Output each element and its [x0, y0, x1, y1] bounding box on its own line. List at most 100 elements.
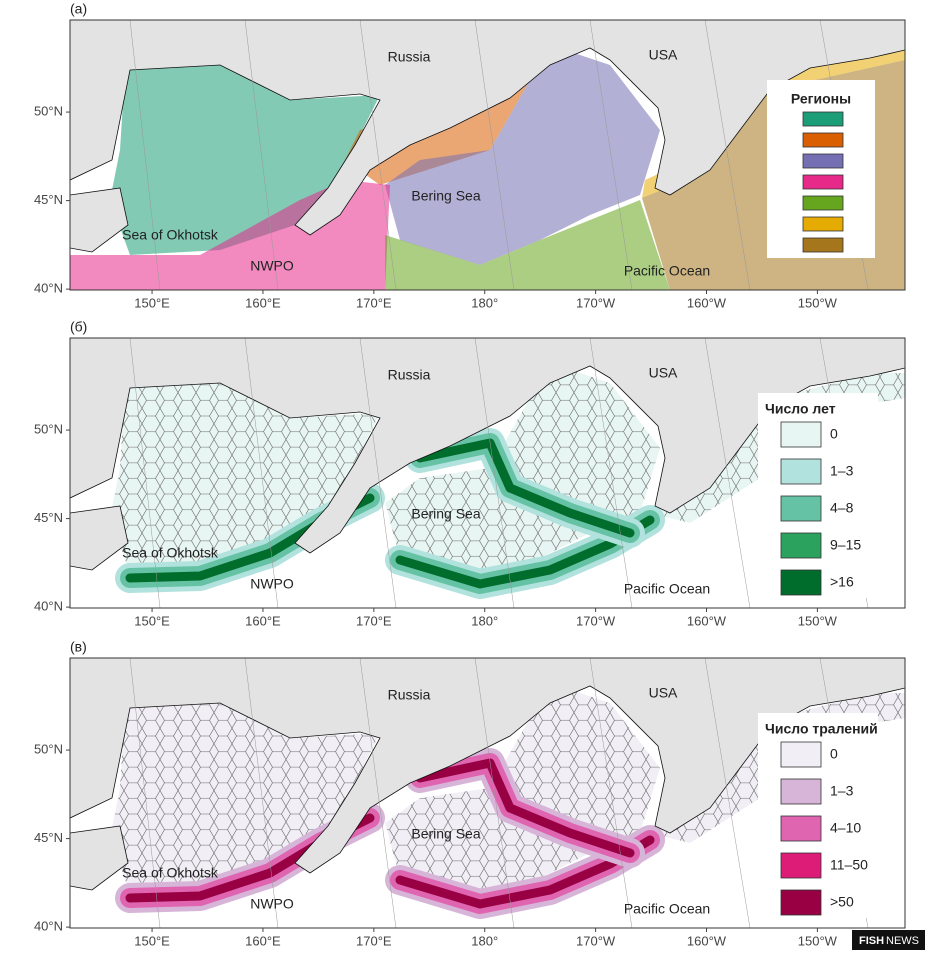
x-tick-label: 150°E — [134, 295, 170, 310]
graticule — [474, 338, 515, 608]
legend-label: >50 — [830, 894, 854, 910]
x-tick-label: 170°W — [576, 295, 616, 310]
y-tick-label: 45°N — [34, 830, 63, 845]
place-label: Pacific Ocean — [624, 901, 710, 917]
region — [385, 45, 660, 265]
watermark-news: NEWS — [886, 935, 919, 947]
legend-swatch — [802, 132, 844, 148]
x-tick-label: 160°W — [687, 613, 727, 628]
y-tick-label: 40°N — [34, 599, 63, 614]
y-tick-label: 50°N — [34, 422, 63, 437]
x-tick-label: 170°E — [356, 613, 392, 628]
legend-label: 1–3 — [830, 783, 854, 799]
legend-swatch — [780, 815, 822, 842]
legend-swatch — [780, 569, 822, 596]
watermark: FISH NEWS — [852, 930, 925, 950]
x-tick-label: 150°W — [798, 295, 838, 310]
hex-band — [415, 758, 635, 858]
legend-title: Число тралений — [765, 721, 878, 737]
graticule — [244, 658, 279, 928]
legend-label: 4–10 — [830, 820, 861, 836]
x-tick-label: 160°E — [245, 933, 281, 948]
legend-label: >16 — [830, 574, 854, 590]
land — [70, 825, 129, 891]
legend-swatch — [780, 741, 822, 768]
graticule — [704, 20, 751, 290]
map-panel: (a) Russia USA Bering Sea Sea of Okhotsk NWPO… — [69, 1, 906, 291]
graticule — [704, 338, 751, 608]
panel-border — [69, 19, 906, 291]
legend: Регионы — [767, 80, 875, 258]
hex-band — [415, 438, 635, 538]
graticule — [704, 658, 751, 928]
place-label: Sea of Okhotsk — [122, 545, 219, 561]
y-tick-label: 45°N — [34, 192, 63, 207]
x-tick-label: 180° — [471, 295, 498, 310]
graticule — [474, 20, 515, 290]
panel-border — [69, 337, 906, 609]
x-tick-label: 170°W — [576, 933, 616, 948]
legend-swatch — [780, 778, 822, 805]
legend-swatch — [802, 174, 844, 190]
place-label: Russia — [388, 687, 431, 703]
place-label: USA — [649, 685, 678, 701]
place-label: Sea of Okhotsk — [122, 865, 219, 881]
y-tick-label: 45°N — [34, 510, 63, 525]
region — [385, 200, 670, 290]
legend-label: 0 — [830, 426, 838, 442]
y-tick-label: 50°N — [34, 742, 63, 757]
panel-label: (a) — [70, 1, 87, 17]
place-label: Sea of Okhotsk — [122, 227, 219, 243]
panel-label: (б) — [70, 319, 87, 335]
legend-swatch — [802, 237, 844, 253]
place-label: NWPO — [250, 576, 294, 592]
place-label: Bering Sea — [411, 506, 480, 522]
legend-title: Регионы — [791, 91, 851, 107]
legend-swatch — [802, 216, 844, 232]
legend-swatch — [780, 495, 822, 522]
legend-swatch — [780, 458, 822, 485]
graticule — [474, 658, 515, 928]
legend: Число тралений 0 1–3 4–10 11–50 >50 — [758, 713, 878, 918]
x-tick-label: 160°E — [245, 295, 281, 310]
x-tick-label: 150°E — [134, 613, 170, 628]
graticule — [129, 20, 161, 290]
place-label: USA — [649, 365, 678, 381]
graticule — [244, 20, 279, 290]
region — [70, 180, 390, 290]
place-label: Russia — [388, 49, 431, 65]
legend-label: 9–15 — [830, 537, 861, 553]
place-label: Bering Sea — [411, 826, 480, 842]
y-tick-label: 50°N — [34, 104, 63, 119]
y-tick-label: 40°N — [34, 919, 63, 934]
legend-swatch — [802, 195, 844, 211]
graticule — [359, 658, 397, 928]
map-panel: (б) Russia USA Bering Sea Sea of Okhotsk NWPO… — [69, 319, 906, 609]
graticule — [359, 20, 397, 290]
place-label: NWPO — [250, 258, 294, 274]
x-tick-label: 160°E — [245, 613, 281, 628]
graticule — [589, 338, 633, 608]
graticule — [129, 338, 161, 608]
legend-swatch — [780, 421, 822, 448]
graticule — [589, 20, 633, 290]
land — [70, 505, 129, 571]
place-label: Pacific Ocean — [624, 263, 710, 279]
x-tick-label: 160°W — [687, 295, 727, 310]
legend-label: 4–8 — [830, 500, 854, 516]
place-label: Pacific Ocean — [624, 581, 710, 597]
panel-label: (в) — [70, 639, 87, 655]
graticule — [359, 338, 397, 608]
legend-label: 1–3 — [830, 463, 854, 479]
x-tick-label: 170°W — [576, 613, 616, 628]
place-label: Russia — [388, 367, 431, 383]
x-tick-label: 150°W — [798, 933, 838, 948]
map-panel: (в) Russia USA Bering Sea Sea of Okhotsk NWPO… — [69, 639, 906, 929]
place-label: NWPO — [250, 896, 294, 912]
place-label: Bering Sea — [411, 188, 480, 204]
place-label: USA — [649, 47, 678, 63]
graticule — [129, 658, 161, 928]
legend-title: Число лет — [765, 401, 836, 417]
legend-swatch — [802, 111, 844, 127]
